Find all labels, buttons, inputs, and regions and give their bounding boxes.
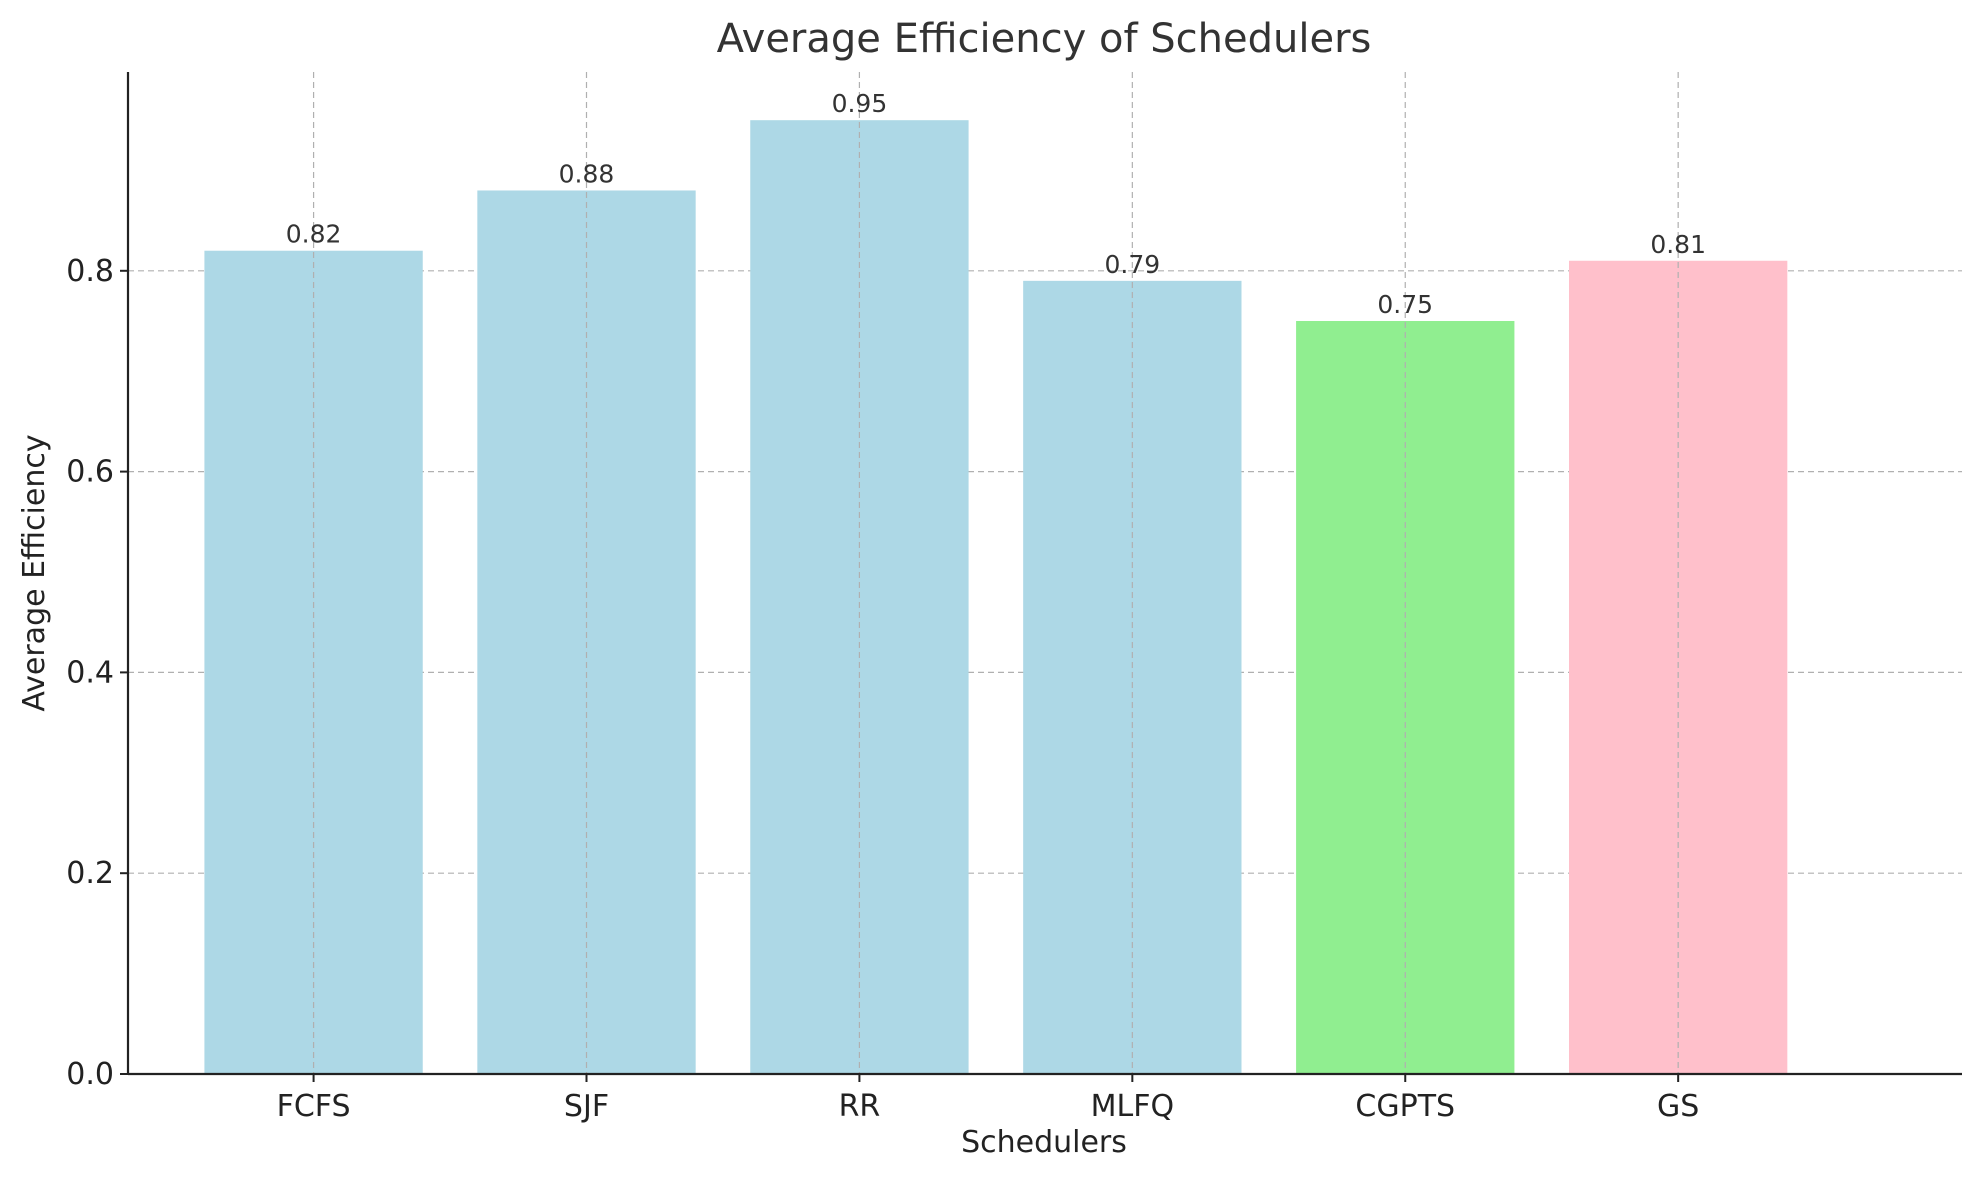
grid-lines bbox=[128, 270, 1962, 874]
y-tick-label: 0.0 bbox=[66, 1057, 114, 1092]
axes bbox=[120, 72, 1962, 1082]
vertical-grid-lines bbox=[312, 72, 1679, 1074]
x-axis-label: Schedulers bbox=[961, 1125, 1127, 1160]
value-label-cgpts: 0.75 bbox=[1377, 290, 1433, 319]
x-tick-label-rr: RR bbox=[839, 1089, 881, 1124]
x-tick-label-cgpts: CGPTS bbox=[1355, 1089, 1455, 1124]
y-tick-label: 0.2 bbox=[66, 856, 114, 891]
x-tick-label-fcfs: FCFS bbox=[277, 1089, 351, 1124]
y-tick-label: 0.6 bbox=[66, 455, 114, 490]
x-tick-label-gs: GS bbox=[1657, 1089, 1699, 1124]
value-label-fcfs: 0.82 bbox=[286, 220, 342, 249]
bars bbox=[204, 120, 1788, 1074]
value-label-rr: 0.95 bbox=[832, 89, 888, 118]
x-tick-label-mlfq: MLFQ bbox=[1091, 1089, 1174, 1124]
chart-title: Average Efficiency of Schedulers bbox=[717, 16, 1372, 62]
x-tick-label-sjf: SJF bbox=[564, 1089, 609, 1124]
y-tick-label: 0.8 bbox=[66, 254, 114, 289]
tick-labels: 0.0 0.2 0.4 0.6 0.8 FCFS SJF RR MLFQ CGPTS GS bbox=[66, 254, 1699, 1124]
y-tick-label: 0.4 bbox=[66, 655, 114, 690]
y-axis-label: Average Efficiency bbox=[17, 434, 52, 711]
value-label-sjf: 0.88 bbox=[559, 159, 615, 188]
value-label-gs: 0.81 bbox=[1650, 230, 1706, 259]
value-label-mlfq: 0.79 bbox=[1104, 250, 1160, 279]
value-labels: 0.82 0.88 0.95 0.79 0.75 0.81 bbox=[286, 89, 1706, 319]
